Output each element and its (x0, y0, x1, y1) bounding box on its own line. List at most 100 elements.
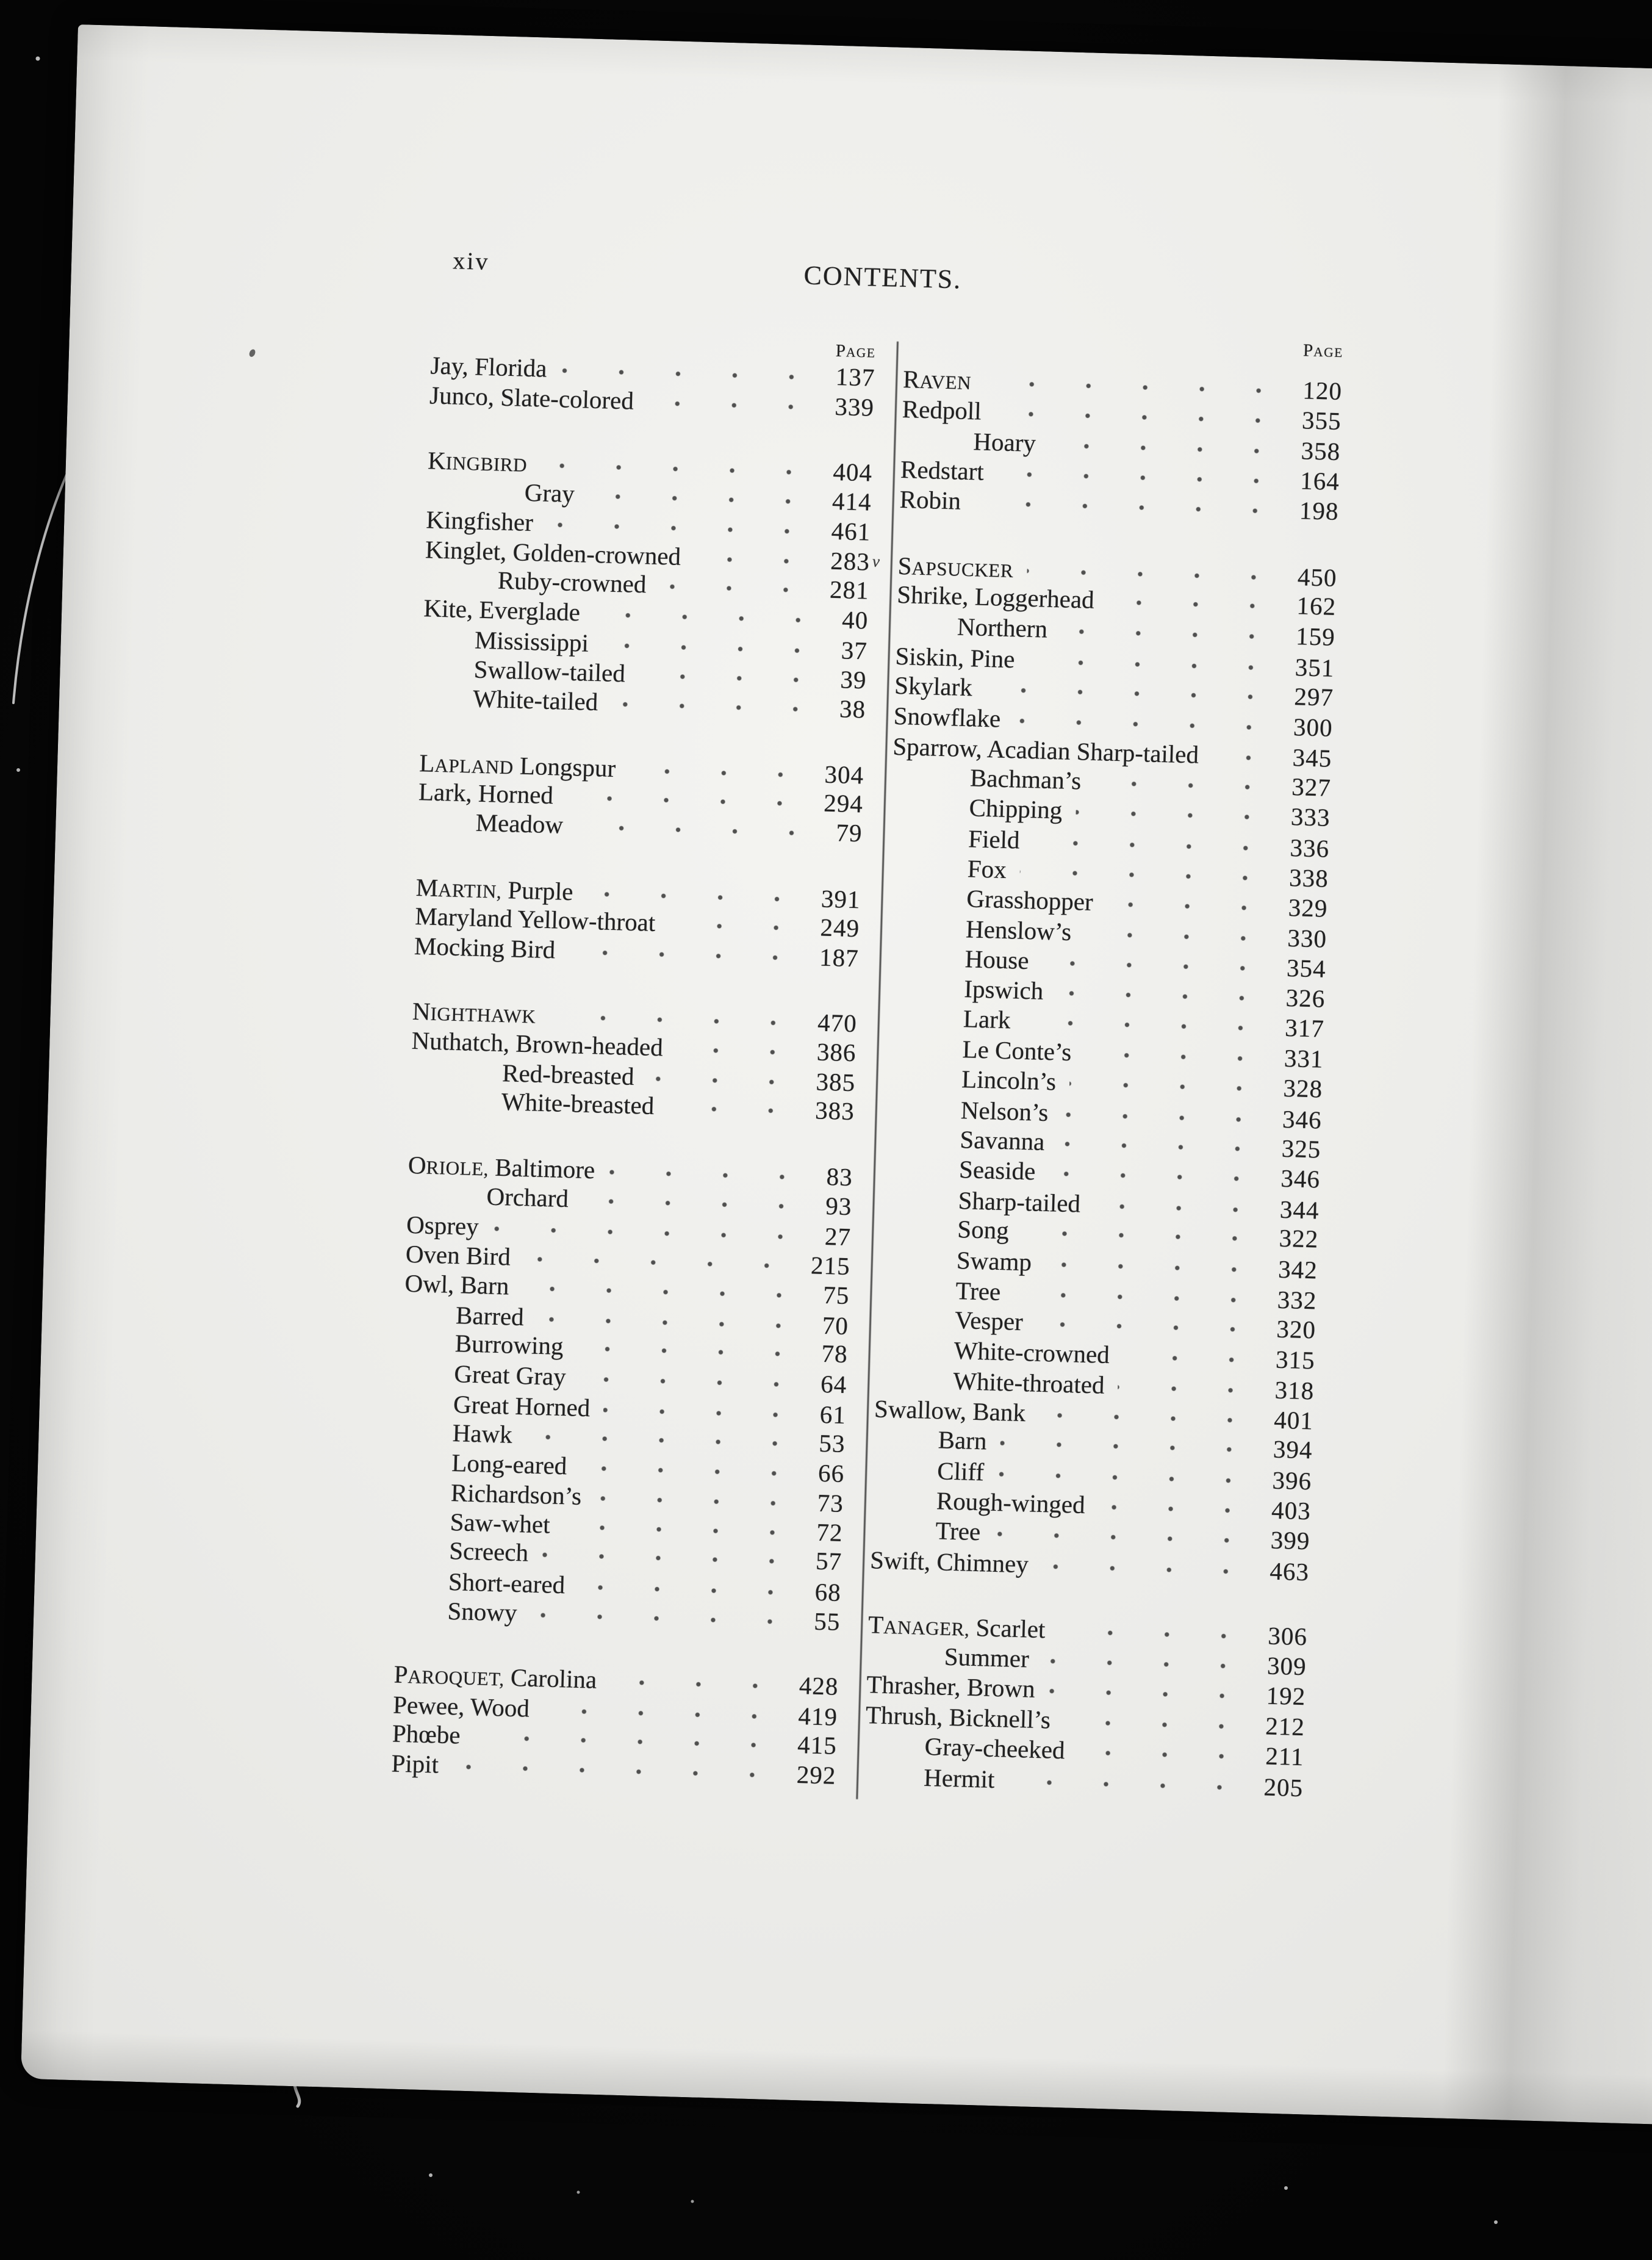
entry-label: Orchard (486, 1182, 569, 1213)
leader-dots (1013, 716, 1278, 732)
leader-dots (1060, 627, 1280, 641)
leader-dots (563, 1523, 801, 1537)
entry-page-number: 338 (1288, 863, 1329, 893)
entry-page-number: 37 (841, 636, 868, 665)
entry-page-number: 315 (1275, 1345, 1316, 1375)
entry-page-number: 346 (1280, 1164, 1321, 1194)
leader-dots (587, 492, 817, 506)
entry-page-number: 383 (814, 1096, 855, 1126)
entry-page-number: 55 (813, 1607, 841, 1636)
entry-page-number: 211 (1265, 1741, 1305, 1771)
entry-label: Screech (448, 1536, 529, 1567)
page-col-header-right: Page (1302, 340, 1344, 361)
leader-dots (1212, 753, 1277, 763)
entry-page-number: 463 (1269, 1556, 1310, 1586)
entry-page-number: 404 (832, 458, 873, 488)
leader-dots (1019, 868, 1274, 882)
entry-page-number: 320 (1276, 1315, 1316, 1344)
leader-dots (1063, 1718, 1250, 1731)
leader-dots (1013, 1290, 1262, 1305)
entry-label: Rough-winged (936, 1486, 1086, 1519)
leader-dots (1028, 657, 1279, 672)
entry-page-number: 328 (1282, 1074, 1323, 1103)
entry-page-number: 70 (822, 1311, 849, 1340)
small-caps-text: ighthawk (430, 1003, 536, 1027)
entry-page-number: 342 (1277, 1254, 1318, 1284)
dust-speck (1284, 2186, 1288, 2190)
entry-page-number: 339 (834, 392, 875, 422)
entry-page-number: 137 (835, 362, 875, 392)
entry-label: Osprey (406, 1210, 479, 1241)
entry-page-number: 75 (822, 1281, 850, 1310)
entry-page-number: 215 (810, 1250, 851, 1280)
leader-dots (602, 641, 825, 655)
entry-label: Short-eared (448, 1567, 566, 1599)
leader-dots (586, 890, 806, 904)
entry-page-number: 461 (831, 516, 871, 546)
leader-dots (522, 1284, 808, 1300)
small-caps-text: anager, (883, 1616, 970, 1640)
leader-dots (492, 1225, 810, 1242)
entry-label: Lark, Horned (418, 777, 554, 810)
entry-page-number: 351 (1295, 652, 1335, 682)
leader-dots (566, 794, 808, 808)
leader-dots (579, 1375, 805, 1389)
leader-dots (1118, 1383, 1259, 1395)
entry-label: Nelson’s (960, 1095, 1049, 1126)
entry-label: Seaside (958, 1155, 1036, 1186)
entry-page-number: 333 (1290, 802, 1331, 832)
ink-fleck (248, 348, 257, 358)
entry-page-number: 83 (826, 1162, 853, 1191)
entry-label: Savanna (959, 1125, 1046, 1156)
entry-page-number: 332 (1277, 1285, 1318, 1315)
leader-dots (993, 1530, 1255, 1545)
entry-label: Siskin, Pine (894, 641, 1016, 674)
entry-label: Kite, Everglade (423, 594, 581, 627)
entry-label: Le Conte’s (962, 1035, 1072, 1067)
entry-page-number: 73 (817, 1489, 844, 1518)
entry-label: Lark (963, 1004, 1011, 1034)
entry-label: White-throated (952, 1367, 1105, 1400)
entry-page-number: 317 (1284, 1013, 1325, 1043)
entry-label: Henslow’s (965, 915, 1072, 946)
entry-label: Robin (899, 485, 961, 515)
leader-dots (560, 367, 820, 382)
entry-page-number: 385 (815, 1067, 856, 1096)
toc-column-left: Jay, Florida 137 Junco, Slate-colored 339 Ki… (391, 350, 875, 1790)
entry-page-number: 205 (1263, 1772, 1304, 1802)
leader-dots (628, 766, 809, 779)
small-caps-text: riole, (426, 1156, 489, 1180)
entry-label: Swift, Chimney (869, 1545, 1029, 1578)
leader-dots (603, 1406, 804, 1419)
entry-page-number: 386 (816, 1037, 857, 1067)
entry-page-number: 327 (1291, 772, 1332, 802)
leader-dots (540, 461, 817, 477)
entry-label: Oven Bird (405, 1239, 511, 1271)
leader-dots (594, 1494, 802, 1508)
entry-label: Junco, Slate-colored (429, 381, 634, 415)
entry-page-number: 354 (1286, 953, 1327, 983)
entry-label: Hermit (923, 1763, 996, 1793)
leader-dots (611, 700, 824, 714)
entry-label: Richardson’s (450, 1478, 582, 1511)
entry-page-number: 281 (829, 575, 870, 605)
entry-label: Hawk (452, 1419, 513, 1448)
entry-label: White-breasted (501, 1087, 655, 1120)
leader-dots (667, 1104, 800, 1115)
leader-dots (1107, 598, 1281, 611)
entry-page-number: 358 (1301, 436, 1341, 466)
entry-label: Ruby-crowned (497, 566, 647, 599)
entry-page-number: 292 (796, 1760, 836, 1790)
leader-dots (1056, 989, 1270, 1003)
entry-label: Great Gray (453, 1359, 567, 1391)
entry-label: House (964, 944, 1030, 974)
dust-speck (429, 2173, 433, 2177)
leader-dots (974, 499, 1284, 516)
leader-dots (546, 520, 816, 536)
entry-page-number: 309 (1266, 1651, 1307, 1681)
leader-dots (1049, 1170, 1265, 1184)
leader-dots (1044, 1260, 1263, 1274)
leader-dots (576, 1344, 806, 1359)
book-page: xiv CONTENTS. Page Page Jay, Florida 137 J… (20, 24, 1652, 2126)
